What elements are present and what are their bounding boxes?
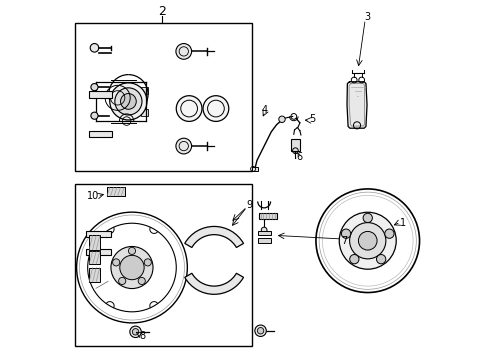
Bar: [257, 231, 271, 235]
Circle shape: [130, 326, 141, 338]
Bar: [141, 109, 148, 116]
Text: 1: 1: [400, 218, 406, 228]
Bar: [85, 231, 110, 237]
Circle shape: [132, 329, 139, 335]
Text: 4: 4: [261, 105, 266, 115]
Wedge shape: [184, 226, 243, 248]
Text: 10: 10: [86, 191, 99, 201]
Wedge shape: [184, 273, 243, 294]
Bar: [89, 267, 100, 282]
Circle shape: [176, 138, 191, 154]
Bar: [89, 131, 112, 137]
Circle shape: [384, 229, 393, 238]
Text: 8: 8: [140, 332, 145, 342]
Bar: [257, 238, 271, 243]
Circle shape: [115, 88, 142, 115]
Circle shape: [254, 325, 266, 337]
Bar: [107, 187, 124, 196]
Circle shape: [91, 112, 98, 119]
Circle shape: [138, 278, 145, 284]
Circle shape: [257, 328, 263, 334]
Circle shape: [376, 255, 385, 264]
Bar: [75, 23, 251, 171]
Circle shape: [120, 255, 144, 280]
Circle shape: [90, 44, 99, 52]
Circle shape: [341, 229, 350, 238]
Circle shape: [119, 278, 125, 284]
Bar: [85, 249, 110, 255]
Circle shape: [121, 94, 136, 109]
Bar: [107, 187, 124, 196]
Bar: [258, 213, 276, 219]
Circle shape: [349, 222, 385, 259]
Circle shape: [349, 255, 358, 264]
Circle shape: [111, 247, 153, 289]
Text: 5: 5: [308, 114, 315, 124]
Bar: [252, 167, 258, 171]
Circle shape: [144, 259, 151, 266]
Bar: [107, 187, 124, 196]
Circle shape: [112, 259, 120, 266]
Bar: [89, 91, 112, 98]
Bar: [107, 187, 124, 196]
Circle shape: [128, 247, 135, 255]
Bar: [141, 87, 148, 94]
Text: 6: 6: [296, 152, 302, 162]
Text: 9: 9: [246, 200, 252, 210]
Circle shape: [110, 83, 147, 120]
Text: 7: 7: [341, 236, 347, 246]
Circle shape: [339, 212, 395, 269]
Circle shape: [358, 231, 376, 250]
Bar: [290, 139, 299, 151]
Bar: [107, 187, 124, 196]
Text: 3: 3: [364, 13, 370, 22]
Circle shape: [203, 96, 228, 121]
Bar: [75, 184, 251, 346]
Circle shape: [176, 96, 202, 121]
Circle shape: [87, 223, 176, 312]
Circle shape: [278, 116, 285, 122]
Circle shape: [176, 44, 191, 59]
Bar: [89, 235, 100, 249]
Bar: [89, 251, 100, 264]
Text: 2: 2: [158, 5, 166, 18]
Circle shape: [363, 213, 372, 222]
Circle shape: [261, 227, 266, 233]
Circle shape: [91, 84, 98, 91]
Circle shape: [315, 189, 419, 293]
Circle shape: [77, 212, 187, 323]
Polygon shape: [346, 82, 366, 128]
